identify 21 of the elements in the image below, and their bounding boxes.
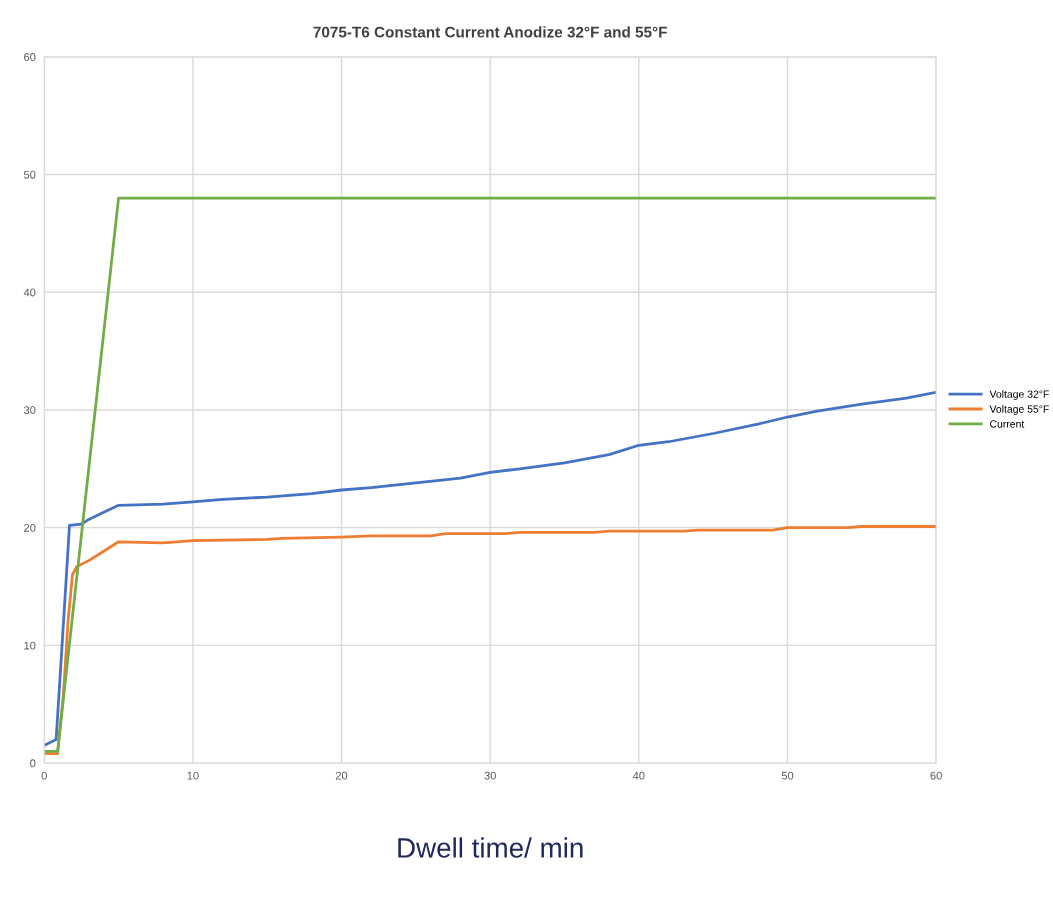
y-tick-label: 10 <box>24 641 36 650</box>
x-tick-label: 0 <box>41 771 47 780</box>
y-tick-label: 60 <box>24 53 36 61</box>
x-tick-label: 20 <box>335 771 348 780</box>
line-series <box>44 390 937 747</box>
legend-label: Voltage 55°F <box>989 405 1049 415</box>
y-tick-label: 40 <box>23 288 36 297</box>
y-tick-label: 20 <box>24 523 36 532</box>
line-series <box>44 525 937 756</box>
chart-title: 7075-T6 Constant Current Anodize 32°F and 55°F <box>313 26 667 38</box>
x-axis-title: Dwell time/ min <box>398 837 583 858</box>
x-tick-label: 50 <box>781 771 794 780</box>
x-tick-label: 30 <box>484 771 496 780</box>
legend-label: Voltage 32°F <box>989 390 1049 400</box>
y-tick-label: 50 <box>23 170 36 179</box>
x-tick-label: 60 <box>930 771 942 780</box>
x-tick-label: 40 <box>632 771 645 780</box>
legend-label: Current <box>990 420 1025 428</box>
x-tick-label: 10 <box>187 771 199 780</box>
y-tick-label: 30 <box>23 406 36 415</box>
y-tick-label: 0 <box>30 759 36 768</box>
